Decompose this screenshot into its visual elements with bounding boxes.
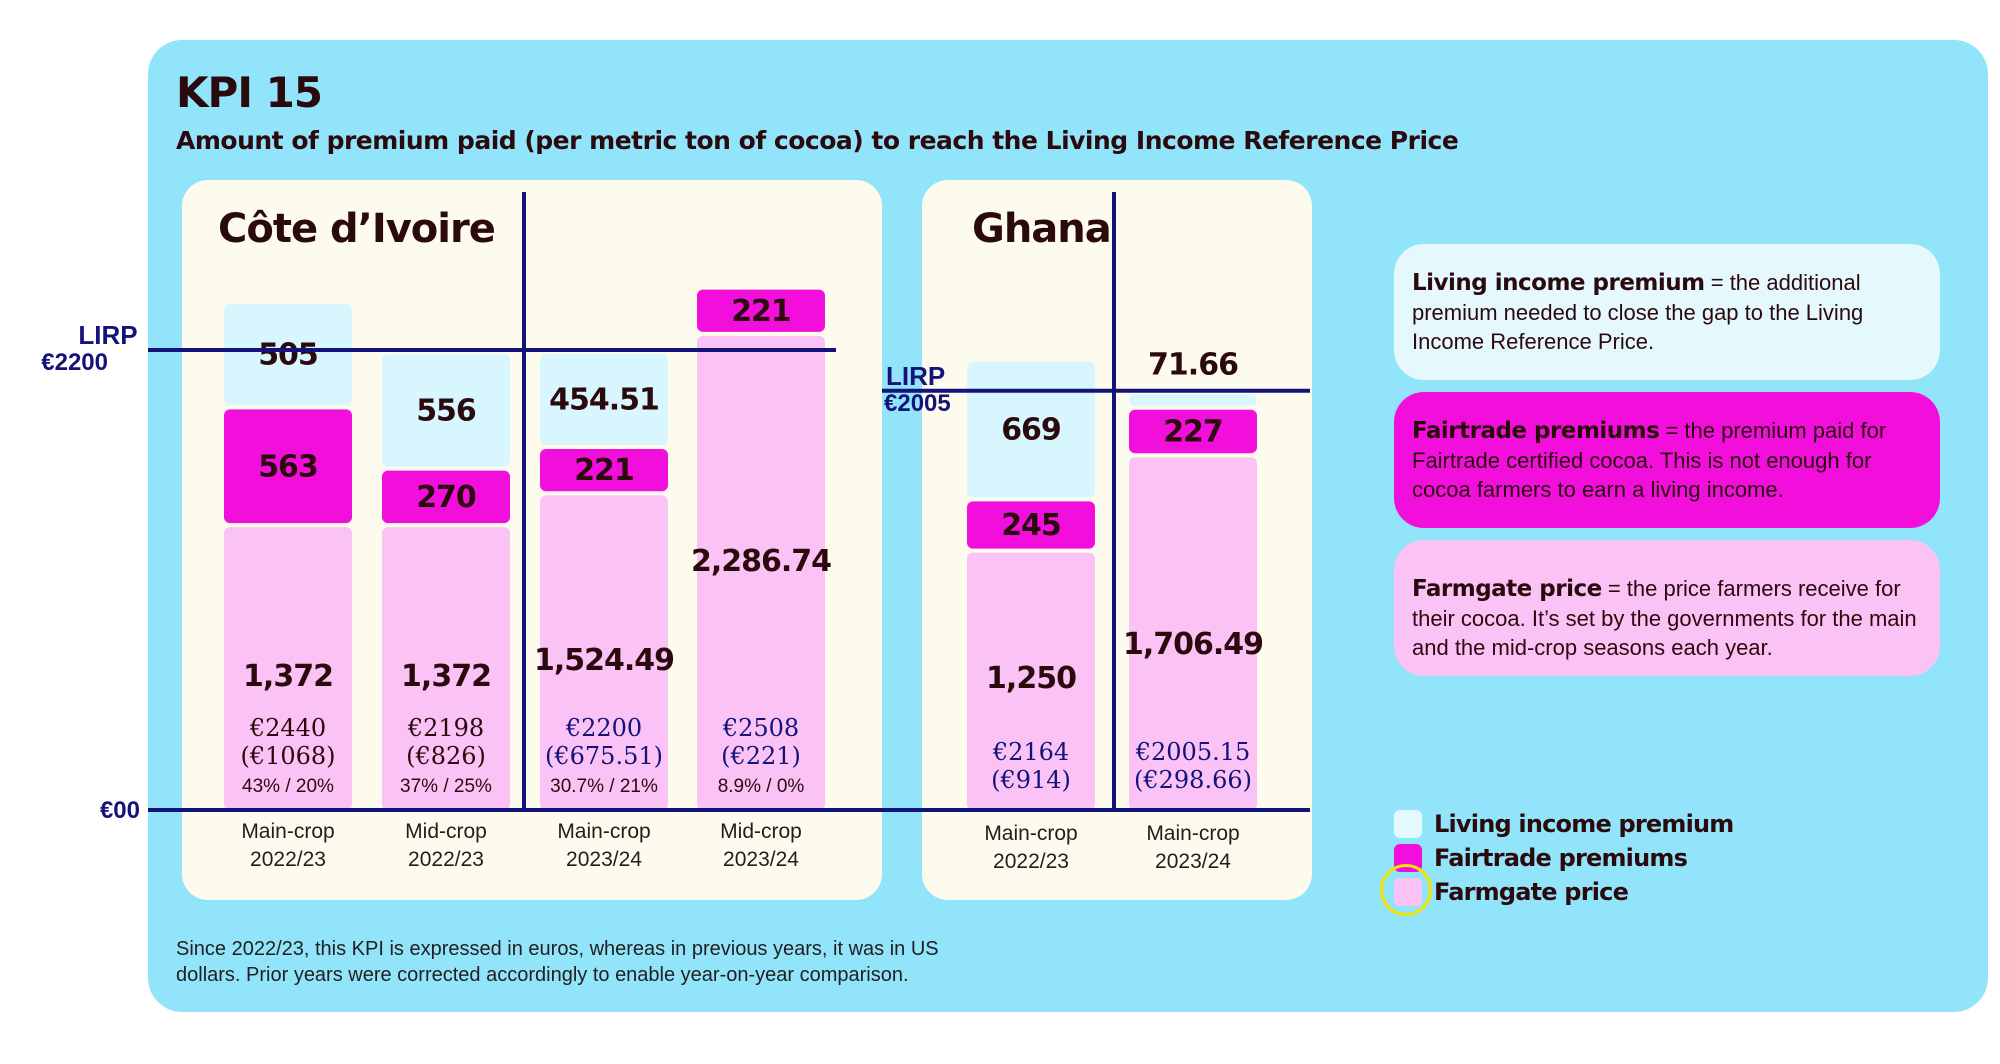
fairtrade-premiums-bar <box>224 409 352 524</box>
fairtrade-premiums-bar <box>967 501 1095 549</box>
farmgate-price-bar <box>224 527 352 810</box>
bar-value-label: 1,706.49 <box>1123 627 1263 662</box>
total-label: €2200 <box>565 714 642 742</box>
key-living-income-premium: Living income premium <box>1394 808 1734 840</box>
category-label: Main-crop <box>1146 822 1239 845</box>
premium-total-label: (€914) <box>991 766 1071 794</box>
living-income-premium-bar <box>540 354 668 446</box>
bar-value-label: 563 <box>258 449 318 484</box>
total-label: €2198 <box>407 714 484 742</box>
key-fairtrade-premiums: Fairtrade premiums <box>1394 842 1688 874</box>
premium-total-label: (€826) <box>406 742 486 770</box>
lirp-value-label: €2200 <box>41 349 108 376</box>
bar-value-label: 505 <box>258 338 318 373</box>
total-label: €2508 <box>722 714 799 742</box>
fairtrade-premiums-definition: Fairtrade premiums = the premium paid fo… <box>1394 392 1940 528</box>
key-label: Farmgate price <box>1434 878 1629 906</box>
category-label: 2023/24 <box>723 848 799 871</box>
living-income-premium-bar <box>224 303 352 406</box>
total-label: €2440 <box>249 714 326 742</box>
focus-ring <box>1380 864 1432 916</box>
category-label: 2023/24 <box>1155 850 1231 873</box>
living-income-premium-swatch <box>1394 810 1422 838</box>
farmgate-price-bar <box>697 335 825 810</box>
living-income-premium-definition: Living income premium = the additional p… <box>1394 244 1940 380</box>
category-label: 2022/23 <box>250 848 326 871</box>
footnote-line: Since 2022/23, this KPI is expressed in … <box>176 938 939 960</box>
key-label: Living income premium <box>1434 810 1734 838</box>
farmgate-price-term: Farmgate price <box>1412 576 1602 602</box>
premium-total-label: (€675.51) <box>545 742 663 770</box>
farmgate-price-bar <box>967 552 1095 810</box>
fairtrade-premiums-text: = the premium paid for Fairtrade certifi… <box>1412 418 1887 502</box>
cote-divoire-title: Côte d’Ivoire <box>218 206 496 252</box>
category-label: Mid-crop <box>405 820 487 843</box>
category-label: 2023/24 <box>566 848 642 871</box>
bar-value-label: 1,372 <box>401 659 491 694</box>
bar-value-label: 669 <box>1001 412 1061 447</box>
living-income-premium-text: = the additional premium needed to close… <box>1412 270 1864 354</box>
bar-value-label: 1,250 <box>986 661 1076 696</box>
bar-value-label: 2,286.74 <box>691 544 831 579</box>
living-income-premium-bar <box>1129 394 1257 406</box>
fairtrade-premiums-bar <box>1129 409 1257 454</box>
bar-value-label: 245 <box>1001 508 1061 543</box>
premium-total-label: (€298.66) <box>1134 766 1252 794</box>
premium-total-label: (€221) <box>721 742 801 770</box>
zero-label: €00 <box>100 797 140 824</box>
bar-value-label: 1,372 <box>243 659 333 694</box>
category-label: Main-crop <box>557 820 650 843</box>
farmgate-price-bar <box>540 495 668 810</box>
bar-value-label: 270 <box>416 480 476 515</box>
total-label: €2164 <box>992 738 1069 766</box>
bar-value-label: 221 <box>731 294 791 329</box>
footnote-line: dollars. Prior years were corrected acco… <box>176 964 909 986</box>
share-label: 43% / 20% <box>242 776 334 797</box>
share-label: 30.7% / 21% <box>550 776 658 797</box>
kpi-title: KPI 15 <box>176 68 323 117</box>
lirp-value-label: €2005 <box>884 390 951 417</box>
key-label: Fairtrade premiums <box>1434 844 1688 872</box>
farmgate-price-definition: Farmgate price = the price farmers recei… <box>1394 540 1940 676</box>
farmgate-price-text: = the price farmers receive for their co… <box>1412 576 1917 660</box>
category-label: 2022/23 <box>993 850 1069 873</box>
share-label: 8.9% / 0% <box>718 776 805 797</box>
bar-value-label: 71.66 <box>1148 348 1238 383</box>
fairtrade-premiums-bar <box>540 449 668 492</box>
category-label: Main-crop <box>241 820 334 843</box>
share-label: 37% / 25% <box>400 776 492 797</box>
category-label: 2022/23 <box>408 848 484 871</box>
category-label: Main-crop <box>984 822 1077 845</box>
bar-value-label: 454.51 <box>549 383 659 418</box>
fairtrade-premiums-bar <box>382 470 510 524</box>
fairtrade-premiums-bar <box>697 289 825 332</box>
lirp-label: LIRP <box>886 361 945 391</box>
bar-value-label: 227 <box>1163 414 1223 449</box>
kpi-subtitle: Amount of premium paid (per metric ton o… <box>176 126 1459 155</box>
category-label: Mid-crop <box>720 820 802 843</box>
fairtrade-premiums-term: Fairtrade premiums <box>1412 418 1660 444</box>
ghana-title: Ghana <box>972 206 1112 252</box>
living-income-premium-bar <box>967 361 1095 498</box>
bar-value-label: 1,524.49 <box>534 643 674 678</box>
premium-total-label: (€1068) <box>240 742 335 770</box>
farmgate-price-bar <box>382 527 510 810</box>
lirp-label: LIRP <box>78 320 137 350</box>
living-income-premium-bar <box>382 354 510 467</box>
living-income-premium-term: Living income premium <box>1412 270 1705 296</box>
bar-value-label: 556 <box>416 394 476 429</box>
footnote: Since 2022/23, this KPI is expressed in … <box>176 936 939 988</box>
total-label: €2005.15 <box>1135 738 1251 766</box>
farmgate-price-bar <box>1129 457 1257 810</box>
bar-value-label: 221 <box>574 453 634 488</box>
